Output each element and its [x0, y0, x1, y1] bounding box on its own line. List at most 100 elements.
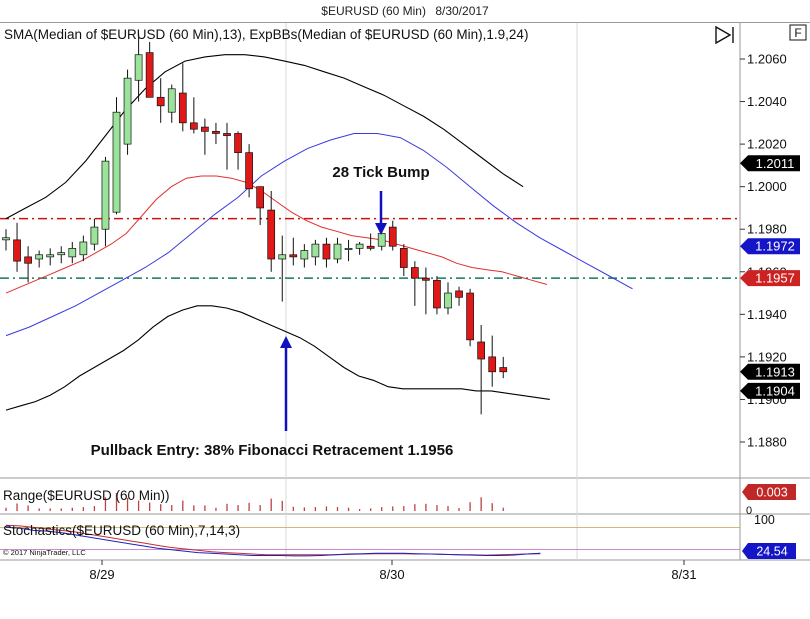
indicator-lines: [5, 54, 633, 411]
x-tick-label-830: 8/30: [379, 567, 404, 582]
candle: [411, 261, 419, 306]
candle: [234, 131, 242, 170]
candle: [311, 239, 320, 266]
candle: [123, 69, 132, 155]
price-marker-label: 1.1913: [755, 364, 795, 379]
candle: [388, 220, 397, 251]
candle: [134, 33, 143, 102]
candle: [24, 246, 32, 283]
candle: [256, 186, 264, 225]
arrow-up-icon: [280, 336, 292, 431]
candle: [35, 250, 44, 268]
candle: [278, 235, 287, 302]
price-marker: 1.1957: [740, 270, 800, 287]
annotation-tick-bump: 28 Tick Bump: [332, 164, 429, 181]
candle: [488, 335, 497, 387]
price-panel: [0, 23, 740, 478]
candle: [167, 84, 176, 123]
indicator-label: SMA(Median of $EURUSD (60 Min),13), ExpB…: [4, 27, 528, 42]
price-marker-label: 1.1972: [755, 239, 795, 254]
candle: [499, 356, 508, 379]
candle: [422, 267, 430, 315]
candle: [178, 63, 187, 132]
bollinger-mid-line: [5, 175, 548, 294]
price-chart[interactable]: 1.20601.20401.20201.20001.19801.19601.19…: [0, 23, 810, 619]
copyright-text: © 2017 NinjaTrader, LLC: [3, 548, 86, 557]
bollinger-upper-line: [5, 54, 524, 220]
candle: [156, 78, 165, 123]
y-tick-label: 1.1880: [747, 435, 787, 450]
candle: [201, 118, 209, 155]
stochastics-top-label: 100: [754, 513, 775, 527]
float-label: F: [794, 26, 801, 40]
candle: [355, 241, 364, 255]
range-bars: [5, 493, 504, 511]
price-marker-label: 1.2011: [756, 156, 795, 171]
x-tick-label-829: 8/29: [89, 567, 114, 582]
y-tick-label: 1.1920: [747, 349, 787, 364]
candle: [145, 41, 154, 98]
window-date: 8/30/2017: [435, 4, 489, 18]
candle: [57, 246, 66, 264]
candle: [46, 248, 55, 266]
candle: [223, 122, 231, 170]
candle: [300, 244, 309, 268]
candle: [13, 222, 21, 272]
y-tick-label: 1.1940: [747, 307, 787, 322]
candle: [2, 229, 10, 251]
price-marker: 1.1972: [740, 238, 800, 255]
play-bar-icon[interactable]: [715, 25, 734, 45]
sma-line: [5, 133, 633, 337]
price-marker-label: 1.1904: [755, 383, 795, 398]
candle: [433, 276, 441, 315]
y-tick-label: 1.1980: [747, 222, 787, 237]
candlesticks: [2, 33, 508, 415]
arrow-down-icon: [375, 191, 387, 235]
candle: [333, 237, 342, 264]
x-tick-label-831: 8/31: [671, 567, 696, 582]
candle: [444, 282, 452, 315]
candle: [267, 190, 276, 272]
price-marker: 1.1913: [740, 363, 800, 380]
candle: [190, 97, 198, 134]
candle: [90, 218, 99, 251]
price-markers: 1.2011 1.1972 1.1957 1.1913 1.1904: [740, 155, 800, 399]
range-value-badge: 0.003: [742, 484, 796, 500]
annotation-pullback-entry: Pullback Entry: 38% Fibonacci Retracemen…: [91, 442, 454, 459]
candle: [399, 244, 408, 277]
range-zero-label: 0: [746, 505, 752, 517]
range-value-text: 0.003: [756, 486, 787, 500]
range-label: Range($EURUSD (60 Min)): [3, 488, 170, 503]
candle: [212, 122, 220, 145]
window-titlebar[interactable]: $EURUSD (60 Min) 8/30/2017: [0, 0, 810, 23]
stochastics-value-badge: 24.54: [742, 543, 796, 559]
price-marker: 1.2011: [740, 155, 800, 172]
candle: [289, 237, 298, 266]
candle: [455, 286, 463, 306]
price-marker-label: 1.1957: [755, 271, 795, 286]
price-marker: 1.1904: [740, 382, 800, 399]
candle: [322, 237, 331, 268]
candle: [68, 241, 77, 264]
float-button[interactable]: [789, 24, 807, 41]
candle: [101, 156, 110, 247]
x-axis: 8/29 8/30 8/31: [89, 560, 697, 582]
bollinger-lower-line: [5, 305, 550, 411]
horizontal-levels: [0, 217, 740, 279]
stochastics-lines: [0, 524, 740, 557]
stochastics-label: Stochastics($EURUSD (60 Min),7,14,3): [3, 523, 240, 538]
window-title: $EURUSD (60 Min): [321, 4, 426, 18]
candle: [245, 144, 253, 198]
candle: [466, 288, 474, 347]
candle: [366, 233, 375, 251]
stochastics-k-line: [5, 526, 541, 557]
stochastics-value-text: 24.54: [756, 545, 787, 559]
candle: [344, 239, 353, 262]
y-tick-label: 1.2020: [747, 137, 787, 152]
candle: [112, 97, 121, 215]
candle: [477, 324, 485, 415]
y-tick-label: 1.2040: [747, 94, 787, 109]
y-tick-label: 1.2060: [747, 52, 787, 67]
y-tick-label: 1.2000: [747, 179, 787, 194]
